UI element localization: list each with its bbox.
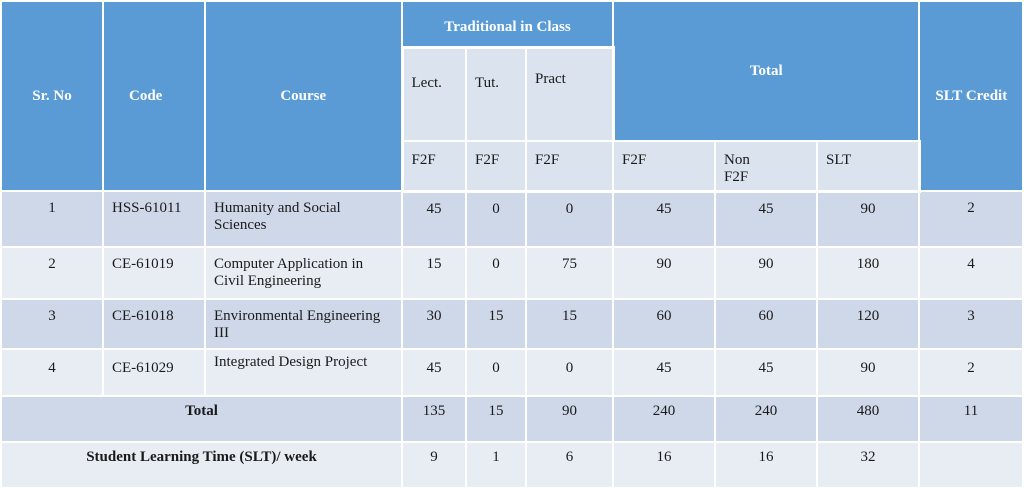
cell-credit: 2 [918,190,1024,248]
table-row: 2 CE-61019 Computer Application in Civil… [0,246,1024,300]
header-sr-no: Sr. No [0,0,104,192]
cell-course: Integrated Design Project [204,348,403,397]
total-label: Total [0,395,403,443]
total-row: Total 135 15 90 240 240 480 11 [0,395,1024,443]
slt-week-credit [918,441,1024,489]
total-f2f: 240 [612,395,717,443]
slt-week-nonf2f: 16 [714,441,819,489]
slt-week-f2f: 16 [612,441,717,489]
slt-week-label: Student Learning Time (SLT)/ week [0,441,403,489]
cell-tut: 0 [465,348,527,397]
cell-code: CE-61018 [102,298,206,350]
header-row-1: Sr. No Code Course Traditional in Class … [0,0,1024,192]
slt-week-lect: 9 [401,441,467,489]
cell-credit: 3 [918,298,1024,350]
cell-sr: 3 [0,298,104,350]
cell-f2f: 90 [612,246,717,300]
cell-tut: 0 [465,190,527,248]
total-tut: 15 [465,395,527,443]
slt-week-slt: 32 [816,441,921,489]
cell-pract: 0 [524,348,615,397]
table-row: 1 HSS-61011 Humanity and Social Sciences… [0,190,1024,248]
total-credit: 11 [918,395,1024,443]
cell-code: HSS-61011 [102,190,206,248]
cell-f2f: 60 [612,298,717,350]
cell-nonf2f: 90 [714,246,819,300]
header-course: Course [204,0,403,192]
cell-pract: 75 [524,246,615,300]
cell-pract: 0 [524,190,615,248]
header-non-f2f: Non F2F [714,140,819,193]
cell-sr: 4 [0,348,104,397]
cell-slt: 90 [816,348,921,397]
header-traditional: Traditional in Class [400,0,615,48]
total-lect: 135 [401,395,467,443]
cell-nonf2f: 45 [714,348,819,397]
header-f2f-tut: F2F [465,140,527,193]
total-nonf2f: 240 [714,395,819,443]
cell-code: CE-61019 [102,246,206,300]
cell-pract: 15 [524,298,615,350]
cell-credit: 2 [918,348,1024,397]
cell-slt: 180 [816,246,921,300]
header-slt-credit: SLT Credit [918,0,1024,192]
header-lect: Lect. [400,45,467,142]
header-non-f2f-label: Non F2F [724,152,750,185]
slt-week-row: Student Learning Time (SLT)/ week 9 1 6 … [0,441,1024,489]
header-f2f-lect: F2F [400,140,467,193]
cell-lect: 45 [401,348,467,397]
cell-sr: 1 [0,190,104,248]
cell-course: Environmental Engineering III [204,298,403,350]
cell-f2f: 45 [612,348,717,397]
total-pract: 90 [524,395,615,443]
cell-tut: 0 [465,246,527,300]
cell-course: Humanity and Social Sciences [204,190,403,248]
header-pract: Pract [524,45,615,142]
cell-tut: 15 [465,298,527,350]
table-row: 4 CE-61029 Integrated Design Project 45 … [0,348,1024,397]
cell-code: CE-61029 [102,348,206,397]
header-f2f-pract: F2F [524,140,615,193]
cell-credit: 4 [918,246,1024,300]
cell-sr: 2 [0,246,104,300]
slt-week-tut: 1 [465,441,527,489]
header-row-2: Lect. Tut. Pract [1,45,1023,142]
table-row: 3 CE-61018 Environmental Engineering III… [0,298,1024,350]
cell-nonf2f: 45 [714,190,819,248]
cell-lect: 45 [401,190,467,248]
header-total: Total [612,0,921,142]
cell-lect: 15 [401,246,467,300]
cell-slt: 90 [816,190,921,248]
cell-f2f: 45 [612,190,717,248]
header-tut: Tut. [465,45,527,142]
header-f2f-total: F2F [612,140,717,193]
cell-course: Computer Application in Civil Engineerin… [204,246,403,300]
cell-lect: 30 [401,298,467,350]
total-slt: 480 [816,395,921,443]
cell-nonf2f: 60 [714,298,819,350]
header-slt: SLT [816,140,921,193]
slt-week-pract: 6 [524,441,615,489]
cell-slt: 120 [816,298,921,350]
header-code: Code [102,0,206,192]
header-row-3: F2F F2F F2F F2F Non F2F SLT [1,140,1023,193]
